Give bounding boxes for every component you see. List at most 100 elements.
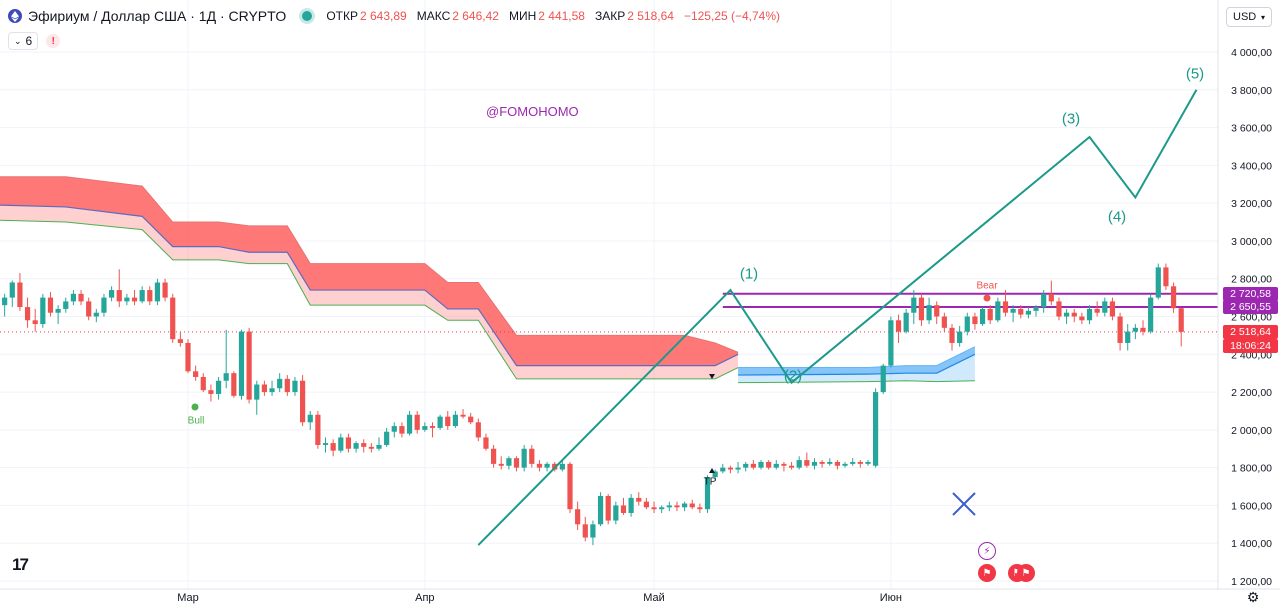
candle-body: [445, 416, 451, 427]
candle-body: [1102, 301, 1108, 313]
candle-body: [567, 463, 573, 510]
price-tag[interactable]: 18:06:24: [1223, 338, 1278, 353]
candle-body: [926, 305, 932, 321]
candle-body: [636, 497, 642, 502]
bear-signal-label: Bear: [976, 280, 998, 292]
candle: [78, 290, 84, 306]
candle-body: [781, 463, 787, 466]
warning-icon[interactable]: !: [46, 34, 61, 48]
candle-body: [215, 380, 222, 394]
candle-body: [292, 380, 298, 393]
candle: [86, 297, 92, 321]
candle-body: [238, 331, 245, 396]
candle: [315, 410, 321, 449]
tradingview-logo[interactable]: 17: [12, 555, 29, 574]
candle-body: [1033, 307, 1039, 311]
indicators-toggle[interactable]: ⌄ 6: [8, 32, 39, 50]
author-watermark: @FOMOHOMO: [486, 104, 579, 119]
candle-body: [697, 507, 703, 510]
price-tick-label: 1 600,00: [1231, 500, 1272, 512]
wave-drawing[interactable]: [477, 89, 1198, 546]
bull-signal-dot: [191, 403, 199, 411]
candle-body: [934, 305, 940, 317]
candle: [338, 433, 344, 453]
candle: [536, 460, 543, 472]
candle: [1155, 263, 1161, 300]
candle-body: [613, 505, 619, 521]
symbol-title[interactable]: Эфириум / Доллар США · 1Д · CRYPTO: [28, 8, 287, 24]
candle-body: [857, 461, 863, 464]
ohlc-high: МАКС 2 646,42: [417, 9, 499, 23]
candle-body: [1064, 312, 1070, 317]
candle: [445, 410, 451, 430]
chevron-down-icon: ▾: [1260, 12, 1265, 22]
candle-body: [506, 458, 512, 466]
cloud-bottom-edge: [738, 380, 975, 384]
candle: [895, 314, 902, 343]
candle: [376, 437, 382, 451]
us-flag-icon[interactable]: ⚑: [1017, 564, 1035, 582]
lightning-icon[interactable]: ⚡: [978, 542, 996, 560]
candle-body: [177, 339, 183, 343]
currency-label: USD: [1233, 11, 1257, 23]
candle-body: [529, 448, 535, 464]
bull-signal-label: Bull: [187, 415, 205, 427]
time-axis[interactable]: Мар Апр Май Июн: [0, 588, 1280, 604]
candle: [666, 501, 672, 512]
candle-body: [819, 461, 825, 464]
candle-body: [284, 378, 290, 393]
candle: [727, 465, 734, 474]
time-tick-label: Июн: [880, 592, 902, 604]
candle: [811, 458, 818, 470]
candle: [544, 461, 550, 472]
candle: [437, 414, 443, 430]
candle-body: [689, 503, 695, 508]
price-tag[interactable]: 2 720,58: [1223, 286, 1278, 301]
candle: [1071, 308, 1077, 323]
time-tick-label: Май: [643, 592, 665, 604]
candle-body: [918, 297, 925, 321]
candle-body: [1048, 293, 1054, 302]
ethereum-icon: [8, 9, 22, 23]
candle: [139, 286, 145, 304]
candle: [238, 329, 245, 400]
price-tag[interactable]: 2 518,64: [1223, 324, 1278, 339]
symbol-header: Эфириум / Доллар США · 1Д · CRYPTO ОТКР 2…: [8, 8, 780, 24]
candle: [330, 439, 336, 457]
cloud-top-edge: [738, 346, 976, 369]
candle-body: [995, 301, 1001, 321]
candle: [254, 380, 260, 415]
time-tick-label: Апр: [415, 592, 434, 604]
candle-body: [353, 443, 359, 449]
candle-body: [766, 461, 772, 468]
candle-body: [307, 414, 313, 423]
candle-body: [1117, 316, 1123, 343]
candle-body: [1002, 301, 1009, 313]
candle-body: [1010, 308, 1016, 313]
candle: [674, 501, 680, 512]
candle-body: [1109, 301, 1116, 317]
candles[interactable]: [0, 263, 1184, 546]
candle-body: [422, 426, 428, 430]
candle-body: [162, 282, 168, 298]
gear-icon[interactable]: ⚙: [1246, 588, 1260, 605]
candle-body: [865, 461, 871, 464]
currency-select[interactable]: USD ▾: [1226, 7, 1272, 27]
us-flag-icon[interactable]: ⚑: [978, 564, 996, 582]
candle: [468, 412, 474, 425]
candle: [888, 316, 894, 368]
candle-body: [200, 376, 206, 391]
candle-body: [827, 461, 833, 464]
candle: [934, 301, 940, 325]
candle: [1025, 307, 1031, 319]
price-change: −125,25 (−4,74%): [683, 9, 781, 23]
candle-body: [315, 414, 321, 445]
candle-body: [223, 373, 229, 381]
candle-body: [170, 297, 176, 340]
candle: [116, 269, 122, 308]
candle: [590, 520, 596, 546]
candle-body: [1086, 308, 1093, 321]
price-tag[interactable]: 2 650,55: [1223, 299, 1278, 314]
candle-body: [78, 293, 84, 302]
